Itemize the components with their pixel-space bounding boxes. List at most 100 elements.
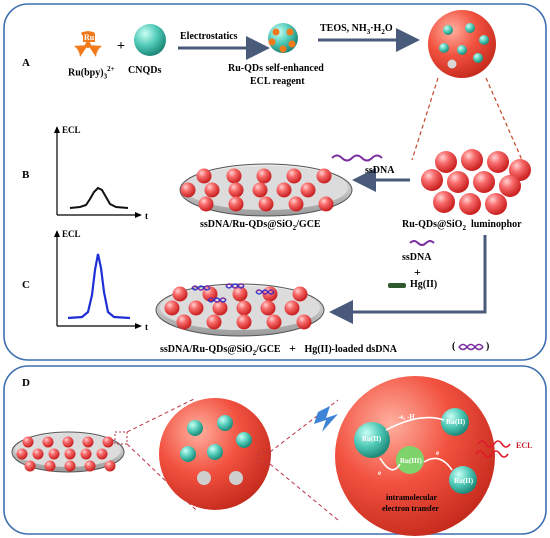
cnqd-sphere [134, 24, 166, 56]
electrode-c-sphere [284, 300, 300, 316]
electrode-d-sphere [32, 448, 44, 460]
electrode-b-sphere [228, 196, 244, 212]
electrode-b-sphere [286, 168, 302, 184]
zoom-line-right [485, 77, 523, 161]
dsdna-strand [225, 283, 245, 289]
electrode-b-caption: ssDNA/Ru-QDs@SiO2/GCE [200, 220, 321, 232]
electrode-d-sphere [62, 436, 74, 448]
teos-label: TEOS, NH3·H2O [320, 24, 393, 36]
caption-c-part2: /GCE [256, 344, 281, 355]
ru-qds-reagent-icon [268, 23, 298, 53]
electrode-b-spheres [180, 168, 334, 212]
electrode-b-sphere [252, 182, 268, 198]
electrode-d-sphere [44, 460, 56, 472]
ru-complex-sup: 2+ [107, 65, 115, 73]
ecl-emission-wave [477, 440, 511, 448]
zoom-box-2 [257, 451, 271, 465]
electrode-b-sphere [316, 168, 332, 184]
electrode-d-sphere [80, 448, 92, 460]
electrode-c-sphere [266, 314, 282, 330]
ecl-trace-b [69, 186, 129, 209]
electrostatics-label: Electrostatics [180, 31, 238, 42]
electrode-d-sphere [24, 460, 36, 472]
electrode-c-sphere [206, 314, 222, 330]
hg-bar-icon [388, 283, 406, 288]
luminophor-sphere [509, 159, 531, 181]
electrode-c-sphere [236, 314, 252, 330]
ssdna-label-c: ssDNA [402, 252, 432, 263]
luminophor-label-sub: 2 [462, 224, 466, 232]
caption-c-part1: ssDNA/Ru-QDs@SiO [160, 344, 253, 355]
electrode-b-sphere [228, 182, 244, 198]
electrode-c-sphere [172, 286, 188, 302]
electrode-b-sphere [226, 168, 242, 184]
caption-c-paren-open: ( [452, 341, 456, 352]
teos-label-end: O [384, 23, 393, 34]
teos-sub-2: 2 [381, 28, 385, 36]
dsdna-strand [255, 289, 275, 295]
zoom-box-1 [114, 431, 128, 445]
luminophor-sphere [487, 151, 509, 173]
dsdna-strand [207, 297, 227, 303]
electrode-b-sphere [288, 196, 304, 212]
zoom-line-d2-bottom [269, 463, 339, 521]
electrode-b-sphere [256, 168, 272, 184]
sphere-d-medium [159, 398, 271, 510]
electrode-d-sphere [16, 448, 28, 460]
luminophor-label: Ru-QDs@SiO2 luminophor [402, 220, 522, 232]
dsdna-strand [207, 297, 227, 303]
ecl-axis-label-b: ECL [62, 125, 81, 135]
electrode-b-caption-text: ssDNA/Ru-QDs@SiO [200, 219, 293, 230]
ssdna-wave-b [331, 154, 383, 162]
panel-label-c: C [22, 279, 30, 291]
electrode-d-sphere [64, 460, 76, 472]
luminophor-sphere [433, 191, 455, 213]
caption-c-sub: 2 [252, 349, 257, 357]
electrode-c-sphere [164, 300, 180, 316]
electrode-d-sphere [82, 436, 94, 448]
teos-label-text: TEOS, NH [320, 23, 367, 34]
luminophor-sphere [499, 175, 521, 197]
ecl-emission-wave-2 [475, 450, 509, 458]
electrode-c-sphere [296, 314, 312, 330]
transfer-label-line1: intramolecular [386, 493, 438, 502]
electron-label-left: e [378, 469, 382, 477]
electron-arrow-right [423, 457, 453, 471]
electron-arrow-top [385, 416, 445, 431]
ru-complex-sub: 3 [103, 72, 108, 81]
ru-badge: Ru [83, 33, 96, 42]
ru-complex-label: Ru(bpy)32+ [68, 66, 115, 80]
electrode-d-sphere [48, 448, 60, 460]
coated-sphere [428, 10, 496, 78]
ecl-label-d: ECL [516, 441, 533, 450]
caption-c-plus: + [289, 341, 296, 355]
electrode-d-sphere [42, 436, 54, 448]
caption-c-paren-close: ) [486, 341, 490, 352]
dsdna-strands [191, 283, 275, 303]
luminophor-sphere [485, 193, 507, 215]
electrode-b-sphere [276, 182, 292, 198]
dsdna-legend-icon [458, 343, 484, 351]
ru2-label-right-top: Ru(II) [446, 418, 466, 426]
luminophor-label-tail: luminophor [465, 219, 522, 230]
electrode-c-sphere [212, 300, 228, 316]
ru2-label-left: Ru(II) [362, 435, 382, 443]
luminophor-sphere [435, 151, 457, 173]
luminophor-spheres [421, 149, 531, 215]
electrode-b-caption-tail: /GCE [296, 219, 321, 230]
electrode-c-sphere [232, 286, 248, 302]
electrode-d-sphere [96, 448, 108, 460]
ru3-label: Ru(III) [400, 457, 422, 465]
zoom-line-left [411, 77, 439, 161]
electrode-b-sphere [204, 182, 220, 198]
electrode-d-sphere [64, 448, 76, 460]
caption-c-part3: Hg(II)-loaded dsDNA [304, 344, 397, 355]
electrode-b-sphere [196, 168, 212, 184]
electrode-c-sphere [236, 300, 252, 316]
electrode-c-sphere [260, 300, 276, 316]
electron-label-right: e [436, 449, 440, 457]
reagent-label-line1: Ru-QDs self-enhanced [228, 63, 324, 74]
t-axis-label-b: t [145, 211, 148, 221]
plus-sign-a: + [117, 39, 125, 54]
zoom-line-d1-top [126, 397, 197, 433]
